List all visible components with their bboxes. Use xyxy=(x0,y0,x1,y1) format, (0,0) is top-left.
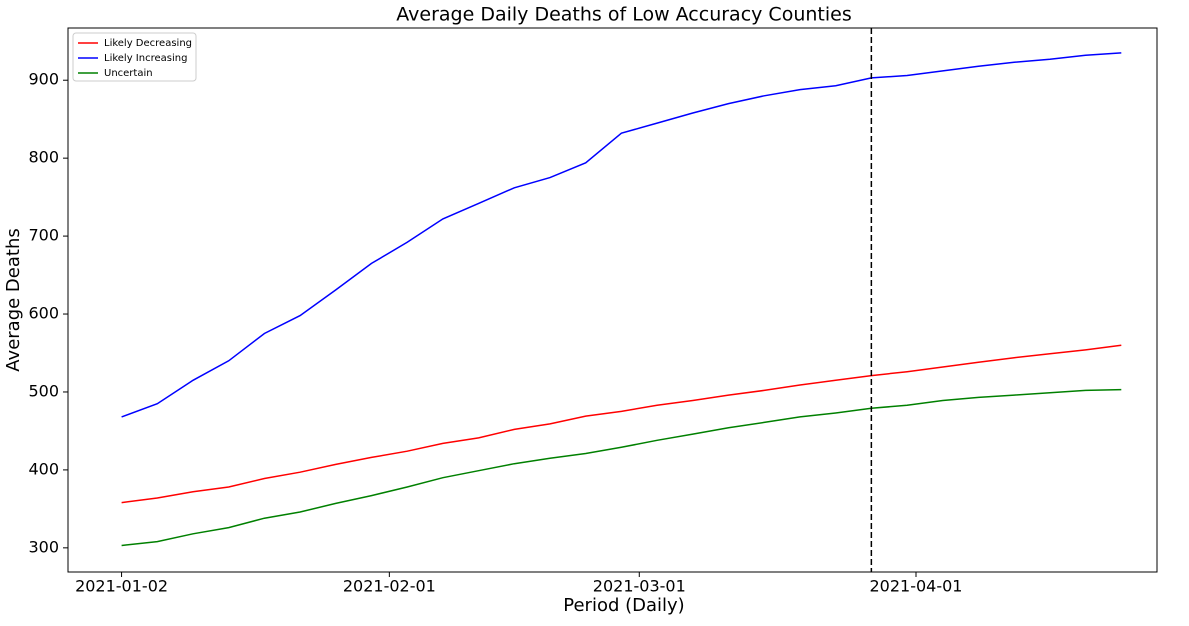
y-tick-label: 600 xyxy=(28,304,59,323)
x-tick-label: 2021-01-02 xyxy=(75,577,168,596)
plot-frame xyxy=(67,27,1158,573)
series-line xyxy=(121,52,1122,418)
x-tick-label: 2021-03-01 xyxy=(593,577,686,596)
series-line xyxy=(121,344,1122,504)
y-axis-label: Average Deaths xyxy=(3,228,24,371)
x-tick-label: 2021-02-01 xyxy=(343,577,436,596)
y-tick-label: 300 xyxy=(28,537,59,556)
x-tick-label: 2021-04-01 xyxy=(869,577,962,596)
y-tick-label: 400 xyxy=(28,459,59,478)
series-line xyxy=(121,388,1122,547)
chart-title: Average Daily Deaths of Low Accuracy Cou… xyxy=(396,4,851,26)
y-tick-label: 700 xyxy=(28,226,59,245)
y-tick-label: 900 xyxy=(28,70,59,89)
legend-box xyxy=(72,32,197,82)
legend-label: Uncertain xyxy=(104,68,153,79)
legend-label: Likely Increasing xyxy=(104,53,187,64)
legend-label: Likely Decreasing xyxy=(104,38,192,49)
y-tick-label: 800 xyxy=(28,148,59,167)
y-tick-label: 500 xyxy=(28,381,59,400)
x-axis-label: Period (Daily) xyxy=(563,595,684,616)
